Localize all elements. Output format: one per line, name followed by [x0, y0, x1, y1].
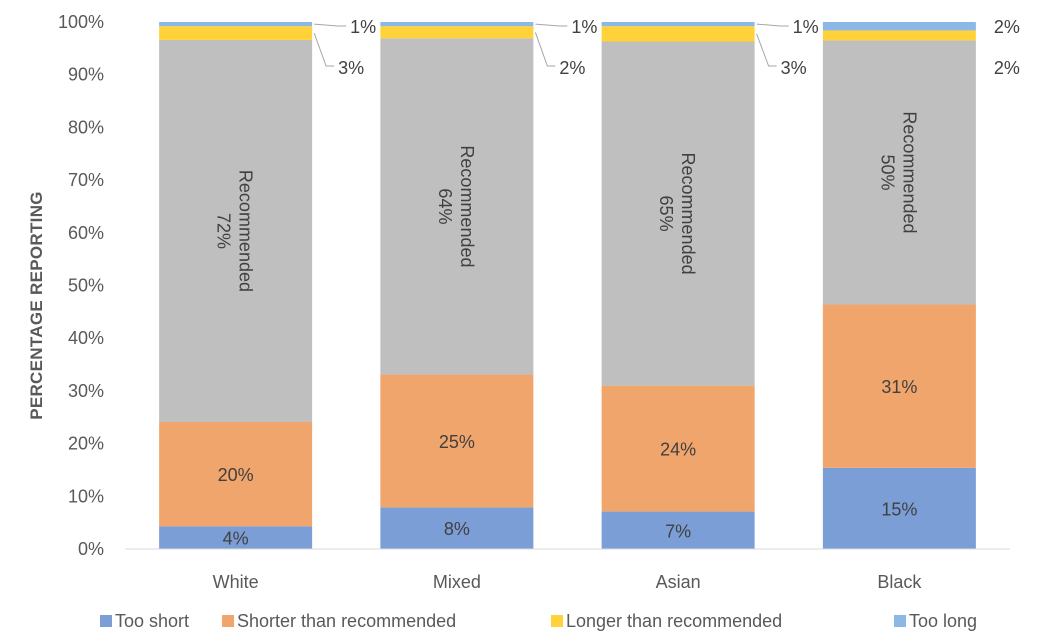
bar-segment-shorter-than-recommended	[380, 374, 534, 508]
y-axis-ticks: 0% 10% 20% 30% 40% 50% 60% 70% 80% 90% 100%	[58, 12, 104, 559]
y-tick-label: 50%	[68, 276, 104, 296]
bars	[159, 22, 976, 549]
bar-segment-shorter-than-recommended	[601, 385, 755, 512]
recommended-label-name: Recommended	[899, 111, 919, 233]
leader-line	[756, 23, 789, 27]
legend: Too short Shorter than recommended Longer …	[100, 611, 977, 631]
bar-segment-too-short	[601, 511, 755, 549]
y-tick-label: 80%	[68, 117, 104, 137]
data-label: 15%	[881, 499, 917, 519]
y-tick-label: 30%	[68, 381, 104, 401]
data-labels: 4%20%Recommended72%3%1%8%25%Recommended6…	[214, 17, 1020, 549]
data-label: 2%	[994, 17, 1020, 37]
y-tick-label: 70%	[68, 170, 104, 190]
data-label: 31%	[881, 377, 917, 397]
bar-segment-too-short	[822, 467, 976, 549]
bar-segment-shorter-than-recommended	[822, 304, 976, 468]
bar-segment-recommended	[601, 41, 755, 386]
data-label: 64%	[435, 188, 455, 224]
bar-segment-too-long	[159, 22, 313, 27]
data-label: 3%	[781, 58, 807, 78]
data-label: 8%	[444, 519, 470, 539]
data-label: 50%	[877, 154, 897, 190]
legend-swatch	[100, 615, 112, 627]
leader-line	[535, 23, 568, 27]
data-label: 1%	[571, 17, 597, 37]
data-label: 20%	[218, 465, 254, 485]
leader-line	[756, 33, 777, 67]
y-tick-label: 90%	[68, 65, 104, 85]
bar-segment-longer-than-recommended	[380, 26, 534, 39]
bar-segment-too-short	[159, 526, 313, 549]
bar-segment-shorter-than-recommended	[159, 421, 313, 527]
recommended-label-name: Recommended	[236, 170, 256, 292]
data-label: 24%	[660, 440, 696, 460]
leader-line	[313, 32, 335, 67]
bar-segment-too-short	[380, 507, 534, 549]
data-label: 7%	[665, 521, 691, 541]
x-axis-ticks: White Mixed Asian Black	[213, 572, 923, 592]
legend-label: Too short	[115, 611, 189, 631]
data-label: 25%	[439, 432, 475, 452]
legend-label: Shorter than recommended	[237, 611, 456, 631]
data-label: 1%	[350, 17, 376, 37]
legend-swatch	[551, 615, 563, 627]
leader-line	[314, 23, 347, 27]
recommended-label-name: Recommended	[678, 153, 698, 275]
x-tick-label: Mixed	[433, 572, 481, 592]
bar-segment-longer-than-recommended	[159, 26, 313, 40]
data-label: 65%	[656, 196, 676, 232]
legend-label: Too long	[909, 611, 977, 631]
bar-segment-longer-than-recommended	[822, 30, 976, 41]
bar-segment-too-long	[822, 22, 976, 31]
bar-segment-too-long	[380, 22, 534, 27]
bar-segment-recommended	[159, 39, 313, 422]
y-tick-label: 40%	[68, 328, 104, 348]
bar-segment-longer-than-recommended	[601, 26, 755, 42]
y-tick-label: 0%	[78, 539, 104, 559]
data-label: 3%	[338, 58, 364, 78]
y-tick-label: 10%	[68, 486, 104, 506]
x-tick-label: White	[213, 572, 259, 592]
bar-segment-recommended	[822, 40, 976, 305]
legend-label: Longer than recommended	[566, 611, 782, 631]
legend-swatch	[894, 615, 906, 627]
recommended-label-name: Recommended	[457, 145, 477, 267]
leader-line	[534, 32, 556, 67]
data-label: 4%	[223, 529, 249, 549]
bar-segment-too-long	[601, 22, 755, 27]
bar-segment-recommended	[380, 38, 534, 375]
y-tick-label: 60%	[68, 223, 104, 243]
legend-swatch	[222, 615, 234, 627]
data-label: 2%	[994, 58, 1020, 78]
x-tick-label: Asian	[656, 572, 701, 592]
y-tick-label: 100%	[58, 12, 104, 32]
data-label: 1%	[793, 17, 819, 37]
data-label: 72%	[214, 213, 234, 249]
y-tick-label: 20%	[68, 434, 104, 454]
x-tick-label: Black	[877, 572, 922, 592]
y-axis-title: PERCENTAGE REPORTING	[27, 191, 46, 420]
data-label: 2%	[559, 58, 585, 78]
